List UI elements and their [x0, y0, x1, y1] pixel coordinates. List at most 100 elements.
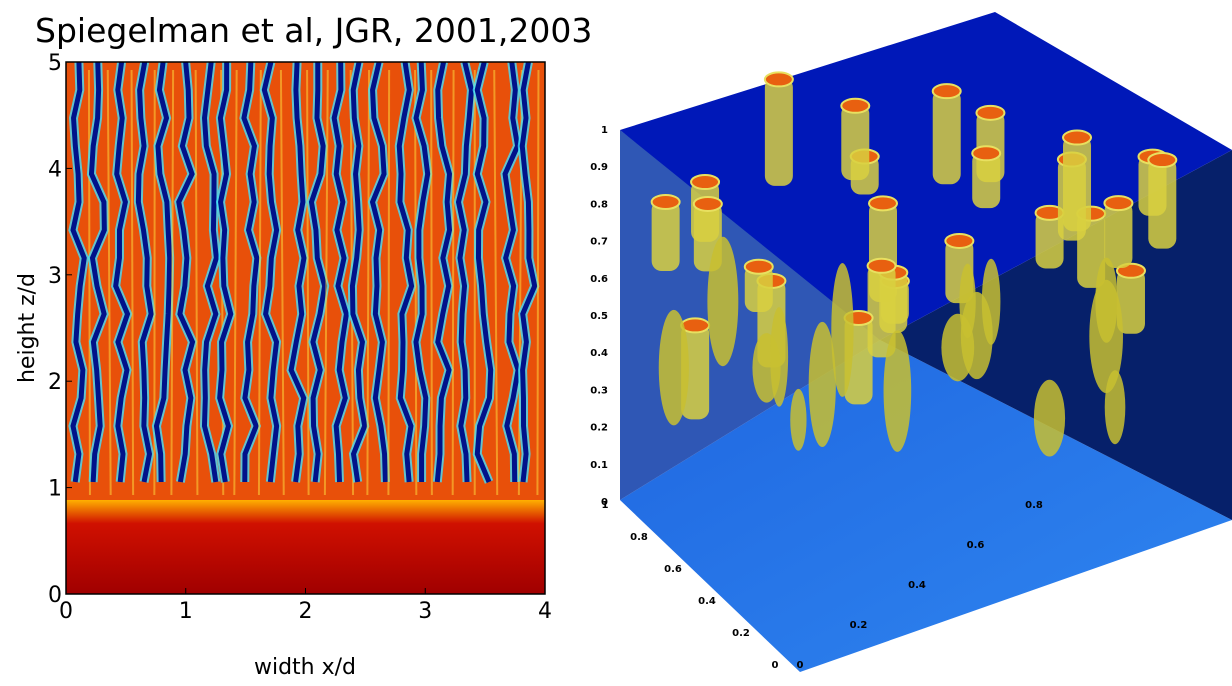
channel-top [944, 232, 975, 249]
z-tick-label: 0.3 [590, 385, 608, 396]
channel [841, 103, 870, 181]
hot-streak [279, 69, 285, 496]
plume [331, 61, 349, 483]
channel [1104, 201, 1133, 268]
hot-streak [323, 69, 329, 496]
heatmap-image [66, 60, 545, 594]
y-tick-label: 5 [48, 51, 62, 76]
hot-streak [106, 69, 112, 496]
z-tick-label: 0.6 [590, 274, 608, 285]
y-tick-label: 3 [48, 264, 62, 289]
hot-streak [257, 69, 262, 496]
y-axis-label: height z/d [15, 273, 40, 383]
z-tick-label: 0.1 [590, 460, 608, 471]
x-tick-label: 0 [59, 599, 73, 624]
channel-top [692, 195, 723, 212]
drip [1033, 379, 1066, 457]
y-tick-label-3d: 0.8 [630, 532, 648, 543]
hot-streak [451, 69, 455, 496]
z-tick-label: 0.5 [590, 311, 608, 322]
channel [932, 89, 961, 185]
plume [455, 61, 474, 483]
plume [396, 61, 415, 483]
drip [790, 388, 807, 451]
drip [770, 307, 789, 407]
channel [867, 263, 896, 358]
channel [651, 199, 680, 272]
y-tick-label-3d: 0.6 [664, 564, 682, 575]
plume [217, 61, 234, 483]
plume [519, 61, 538, 483]
drip [960, 291, 993, 380]
channel-top [1103, 195, 1134, 212]
channel [1063, 135, 1092, 232]
z-tick-label: 0.2 [590, 423, 608, 434]
plume [261, 61, 280, 483]
z-tick-label: 0.7 [590, 237, 608, 248]
hot-streak [366, 69, 371, 496]
plume [176, 61, 196, 483]
plume [474, 61, 494, 483]
hot-streak [87, 69, 91, 496]
hot-streak [536, 69, 540, 496]
hot-streak [493, 69, 499, 496]
hot-streak [414, 69, 418, 496]
z-tick-label: 1 [601, 125, 608, 136]
hot-streak [430, 69, 433, 496]
plume [70, 61, 87, 483]
hot-streak [306, 69, 310, 496]
floor [620, 340, 1232, 672]
hot-streak [170, 69, 175, 496]
channel-top [680, 317, 711, 334]
plume [201, 61, 219, 483]
channel-top [931, 83, 962, 100]
hot-streak [130, 69, 135, 496]
drip [707, 236, 739, 367]
plume [135, 61, 154, 483]
drip [831, 263, 854, 397]
channel-top [650, 193, 681, 210]
y-tick-label: 0 [48, 583, 62, 608]
plume [113, 61, 131, 483]
x-axis-label: width x/d [254, 655, 356, 680]
plume [434, 61, 453, 483]
3d-render [620, 12, 1232, 672]
channel-top [866, 257, 897, 274]
drip [1104, 370, 1126, 445]
plume [502, 61, 521, 483]
channel [681, 323, 710, 420]
channel-top [971, 145, 1002, 162]
y-tick-label-3d: 0 [772, 660, 779, 671]
plume [308, 61, 328, 483]
channel-top [1062, 129, 1093, 146]
z-tick-label: 0.9 [590, 162, 608, 173]
z-tick-label: 0.8 [590, 199, 608, 210]
x-tick-label-3d: 0.8 [1025, 500, 1043, 511]
channel [972, 151, 1001, 209]
channel [744, 264, 773, 312]
plume [153, 61, 173, 483]
hot-streak [387, 69, 391, 496]
channel-top [763, 71, 794, 88]
hot-streak [233, 69, 238, 496]
drip [808, 321, 836, 448]
y-tick-label-3d: 1 [602, 500, 609, 511]
channel [1116, 268, 1145, 334]
channel-top [690, 174, 721, 191]
plume [413, 61, 431, 483]
x-tick-label: 1 [179, 599, 193, 624]
channel [1035, 210, 1064, 269]
channel [764, 77, 793, 186]
channel-top [743, 258, 774, 275]
channel-top [975, 104, 1006, 121]
x-tick-label-3d: 0 [797, 660, 804, 671]
plume [349, 61, 368, 483]
drip [1095, 257, 1118, 343]
channel-top [840, 97, 871, 114]
x-tick-label-3d: 0.2 [850, 620, 868, 631]
channel-top [1147, 152, 1178, 169]
plume [241, 61, 260, 483]
z-tick-label: 0 [601, 497, 608, 508]
x-tick-label-3d: 0.4 [908, 580, 926, 591]
